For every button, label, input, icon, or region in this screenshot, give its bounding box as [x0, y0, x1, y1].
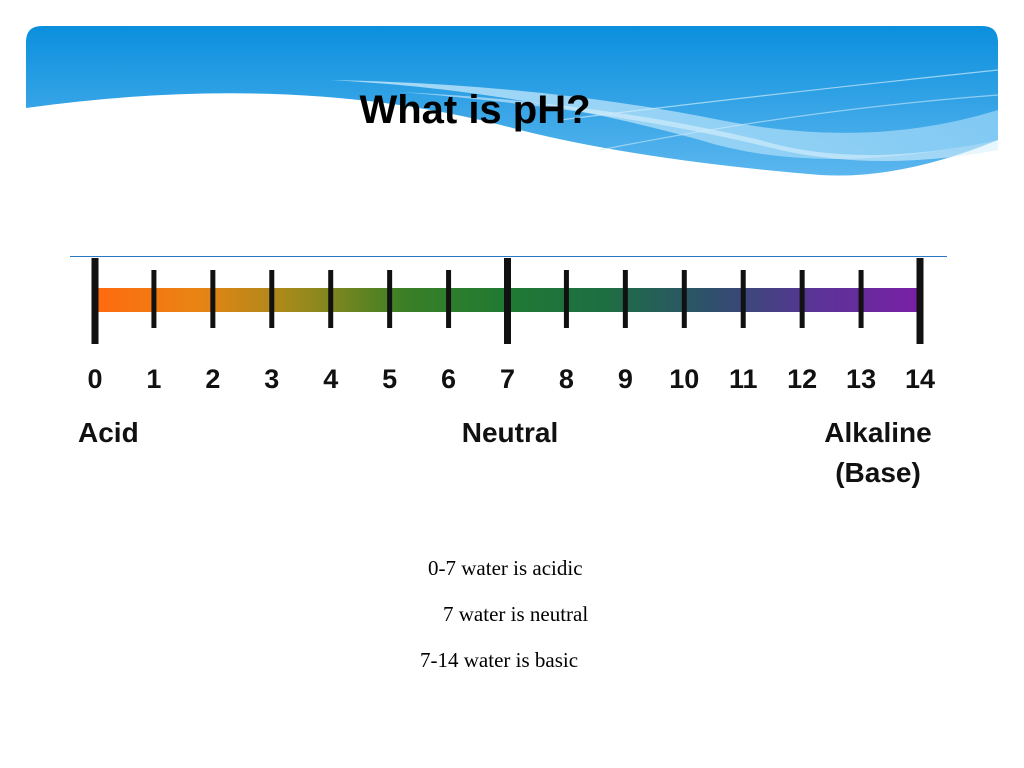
tick-label-1: 1: [146, 364, 161, 394]
tick-label-2: 2: [205, 364, 220, 394]
tick-label-4: 4: [323, 364, 338, 394]
slide-title: What is pH?: [359, 88, 591, 132]
scale-tick-labels: 0 1 2 3 4 5 6 7 8 9 10 11 12 13 14: [87, 364, 935, 394]
ph-scale-diagram: 0 1 2 3 4 5 6 7 8 9 10 11 12 13 14 Acid Neutral Alkali…: [70, 256, 947, 488]
tick-label-8: 8: [559, 364, 574, 394]
alkaline-label: Alkaline: [824, 417, 931, 448]
header-banner: [26, 26, 999, 176]
tick-label-10: 10: [669, 364, 699, 394]
tick-label-12: 12: [787, 364, 817, 394]
acid-label: Acid: [78, 417, 139, 448]
tick-label-3: 3: [264, 364, 279, 394]
neutral-label: Neutral: [462, 417, 558, 448]
tick-label-14: 14: [905, 364, 935, 394]
tick-label-7: 7: [500, 364, 515, 394]
tick-label-5: 5: [382, 364, 397, 394]
note-acidic: 0-7 water is acidic: [428, 556, 583, 580]
note-basic: 7-14 water is basic: [420, 648, 579, 672]
scale-ticks: [91, 258, 924, 344]
base-label: (Base): [835, 457, 921, 488]
tick-label-11: 11: [729, 364, 758, 394]
tick-label-0: 0: [87, 364, 102, 394]
tick-label-13: 13: [846, 364, 876, 394]
note-neutral: 7 water is neutral: [443, 602, 589, 626]
tick-label-6: 6: [441, 364, 456, 394]
tick-label-9: 9: [618, 364, 633, 394]
